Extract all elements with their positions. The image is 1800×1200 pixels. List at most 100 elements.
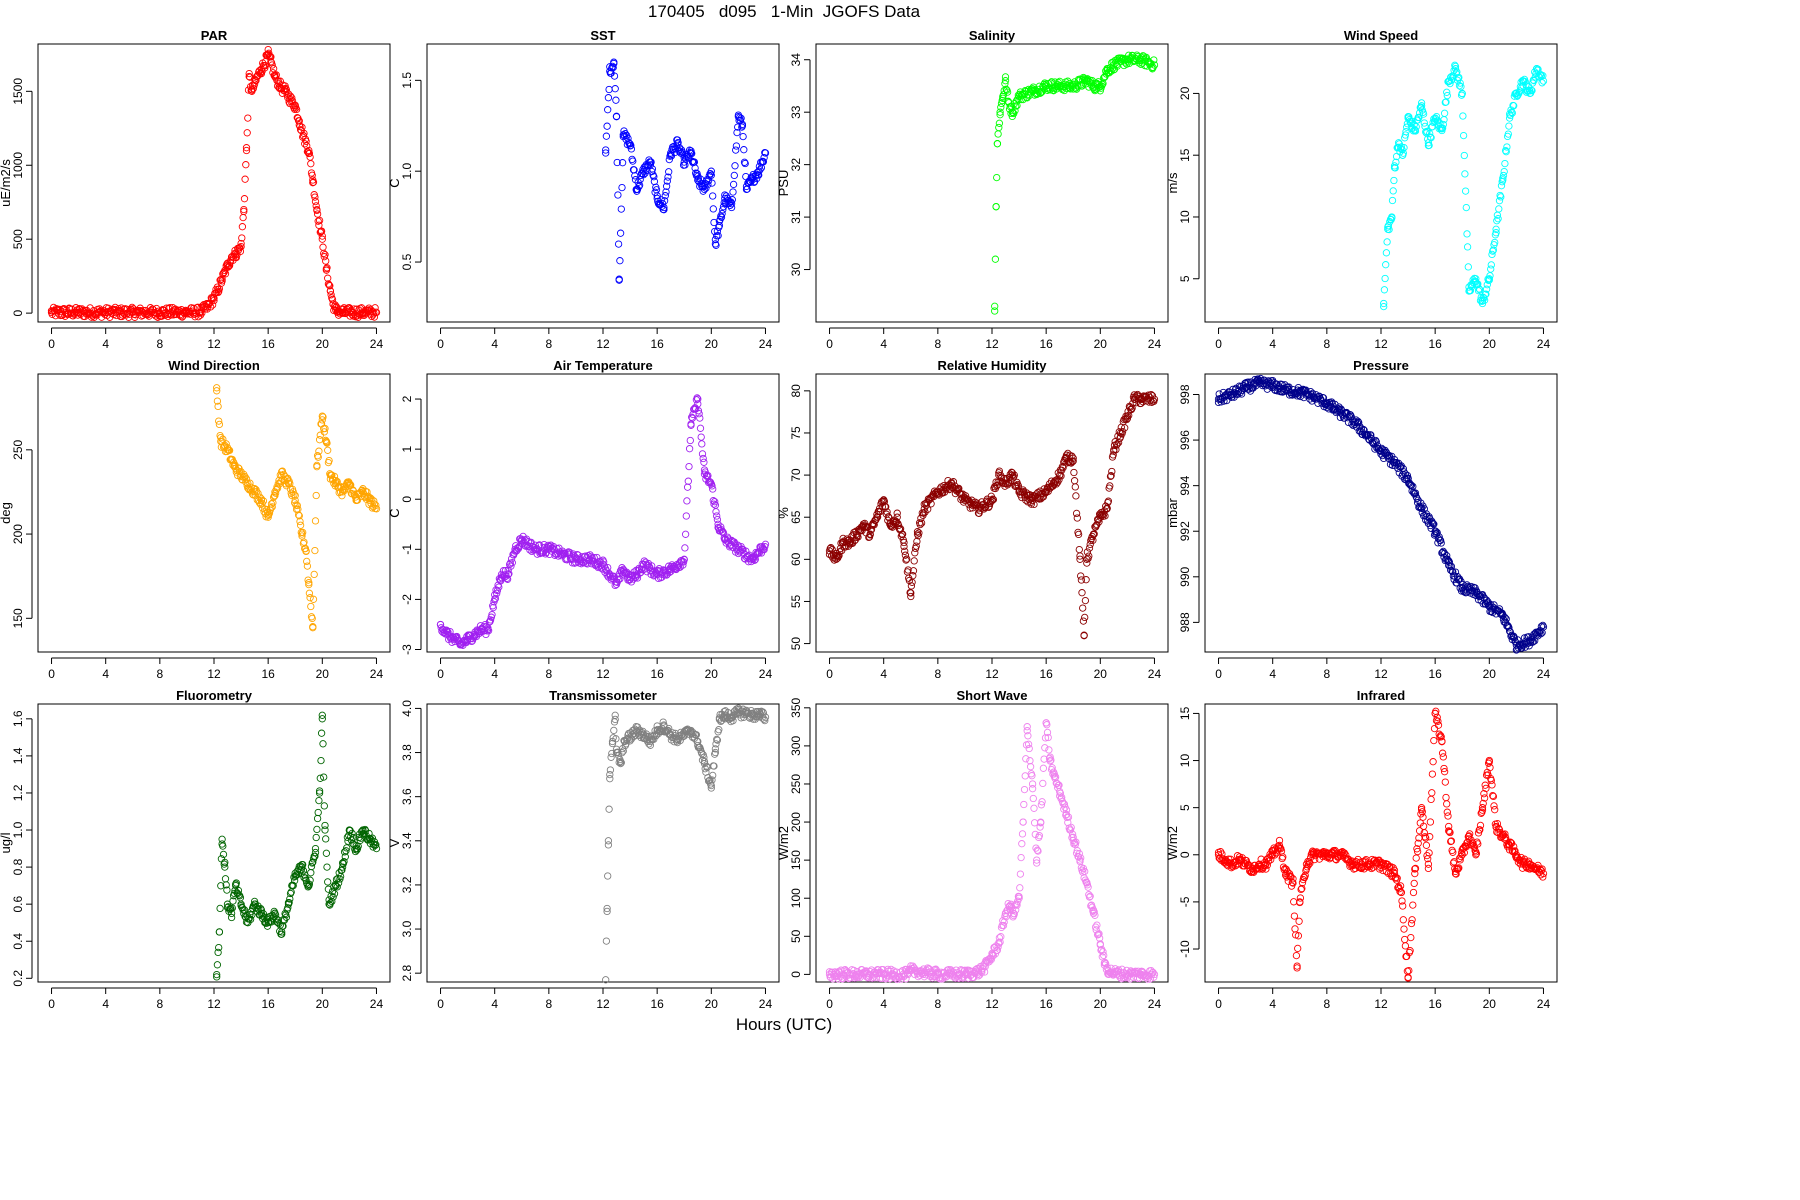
y-axis-label: mbar xyxy=(1165,498,1180,528)
data-point xyxy=(1015,92,1023,101)
data-point xyxy=(328,887,337,896)
data-point xyxy=(710,218,718,227)
data-point xyxy=(1455,864,1463,872)
y-tick-label: 0.6 xyxy=(11,895,25,912)
data-point xyxy=(1057,472,1065,480)
data-point xyxy=(237,242,245,251)
data-point xyxy=(866,530,874,538)
x-tick-label: 24 xyxy=(1537,337,1551,351)
data-point xyxy=(907,582,916,590)
panel-title: SST xyxy=(590,28,615,43)
data-point xyxy=(602,937,611,945)
data-point xyxy=(1081,613,1089,622)
data-point xyxy=(323,863,331,871)
data-point xyxy=(545,545,553,553)
data-point xyxy=(1096,82,1104,90)
data-point xyxy=(298,863,306,871)
data-point xyxy=(232,881,240,890)
data-point xyxy=(667,149,675,157)
data-point xyxy=(1118,427,1127,436)
data-point xyxy=(295,117,303,125)
data-point xyxy=(1083,879,1091,887)
data-point xyxy=(271,909,279,918)
data-point xyxy=(1076,552,1084,560)
data-point xyxy=(718,209,726,218)
data-point xyxy=(366,835,374,843)
data-point xyxy=(1417,102,1426,110)
data-point xyxy=(209,294,217,302)
data-point xyxy=(1023,727,1031,735)
data-point xyxy=(680,555,688,563)
data-point xyxy=(507,562,515,570)
data-point xyxy=(265,509,274,517)
data-point xyxy=(1001,909,1010,918)
data-point xyxy=(359,488,367,496)
y-axis-label: ug/l xyxy=(0,832,13,853)
data-point xyxy=(1039,779,1047,788)
data-point xyxy=(654,725,662,734)
data-point xyxy=(508,559,516,567)
data-point xyxy=(1028,496,1037,505)
y-tick-label: -10 xyxy=(1178,940,1192,958)
x-tick-label: 16 xyxy=(1428,337,1442,351)
data-point xyxy=(1038,798,1046,806)
data-point xyxy=(1475,285,1483,293)
data-point xyxy=(907,589,915,597)
data-point xyxy=(1417,504,1426,513)
data-point xyxy=(1014,480,1022,489)
data-point xyxy=(1501,159,1509,168)
data-point xyxy=(372,308,381,317)
y-tick-label: 70 xyxy=(789,468,803,482)
data-point xyxy=(1107,472,1115,480)
data-point xyxy=(1074,530,1083,539)
data-point xyxy=(313,205,321,214)
data-point xyxy=(83,311,92,319)
data-point xyxy=(707,784,715,792)
data-point xyxy=(719,206,727,214)
data-point xyxy=(700,757,709,766)
data-point xyxy=(267,504,275,512)
data-point xyxy=(1409,888,1418,897)
data-point xyxy=(349,486,357,494)
data-point xyxy=(991,307,999,315)
data-point xyxy=(910,557,918,565)
x-tick-label: 20 xyxy=(705,997,719,1011)
data-point xyxy=(995,123,1003,132)
data-point xyxy=(269,499,277,507)
data-point xyxy=(345,479,354,488)
data-point xyxy=(443,627,451,635)
data-point xyxy=(215,420,224,429)
data-point xyxy=(1388,196,1397,205)
panel-title: Air Temperature xyxy=(553,358,652,373)
data-point xyxy=(1033,859,1041,867)
data-point xyxy=(268,61,276,69)
data-point xyxy=(1081,596,1090,605)
data-point xyxy=(244,86,253,94)
data-point xyxy=(1025,744,1033,753)
data-point xyxy=(345,308,354,317)
data-point xyxy=(760,546,768,554)
panel-title: Fluorometry xyxy=(176,688,253,703)
data-point xyxy=(232,879,240,887)
data-point xyxy=(218,277,226,285)
data-point xyxy=(700,470,709,478)
data-point xyxy=(1462,843,1470,851)
data-point xyxy=(253,72,261,81)
data-point xyxy=(219,842,227,850)
data-point xyxy=(662,571,671,579)
data-point xyxy=(317,756,325,765)
data-point xyxy=(1426,818,1435,826)
data-point xyxy=(1432,716,1441,725)
data-point xyxy=(291,491,299,500)
data-point xyxy=(294,511,303,519)
x-tick-label: 24 xyxy=(370,997,384,1011)
data-point xyxy=(252,76,260,85)
data-point xyxy=(1093,921,1101,929)
data-point xyxy=(1478,299,1487,308)
x-tick-label: 4 xyxy=(880,997,887,1011)
data-point xyxy=(1445,828,1454,836)
data-point xyxy=(1291,925,1299,933)
data-point xyxy=(694,407,703,415)
